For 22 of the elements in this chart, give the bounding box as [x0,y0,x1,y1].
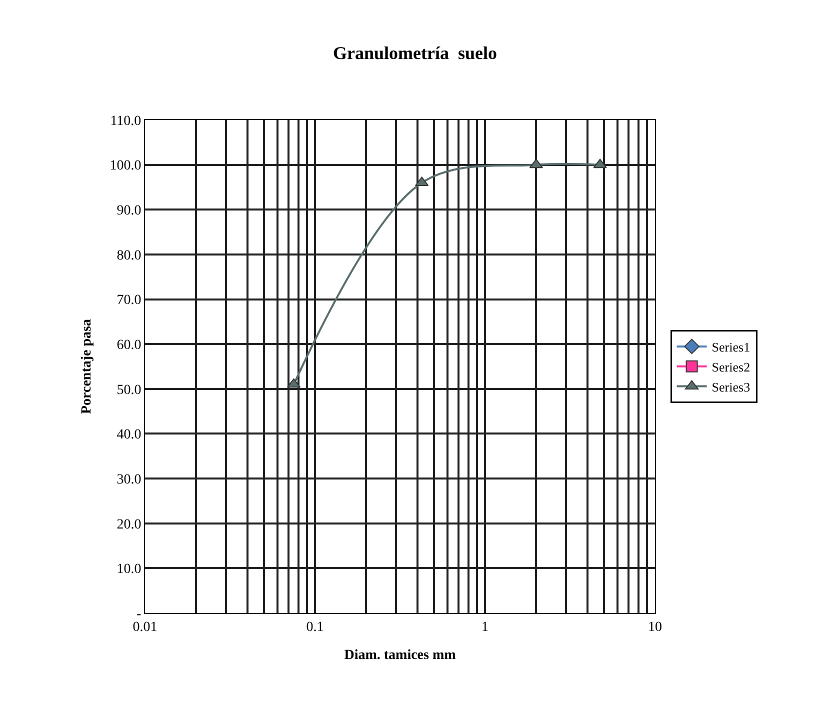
x-axis-title: Diam. tamices mm [344,648,456,664]
y-axis-title: Porcentaje pasa [79,319,94,414]
chart-title: Granulometría suelo [333,42,497,63]
y-tick-label: 110.0 [110,114,142,129]
y-tick-label: 20.0 [116,517,142,532]
y-tick-label: 60.0 [116,338,142,353]
y-tick-label: 40.0 [116,428,142,443]
y-tick-label: 100.0 [110,158,142,174]
x-tick-label: 0.1 [306,620,324,635]
y-tick-label: 90.0 [116,204,142,219]
legend-label: Series1 [712,340,750,355]
y-tick-label: 50.0 [116,382,142,398]
y-tick-label: 80.0 [116,248,142,264]
x-tick-label: 10 [648,620,662,635]
legend-label: Series3 [712,379,750,394]
x-tick-label: 1 [482,620,488,635]
y-tick-label: - [136,606,142,622]
y-tick-label: 30.0 [116,472,142,488]
y-tick-label: 70.0 [116,293,142,308]
x-tick-label: 0.01 [132,620,158,635]
legend-label: Series2 [712,359,750,374]
y-tick-label: 10.0 [116,562,142,578]
